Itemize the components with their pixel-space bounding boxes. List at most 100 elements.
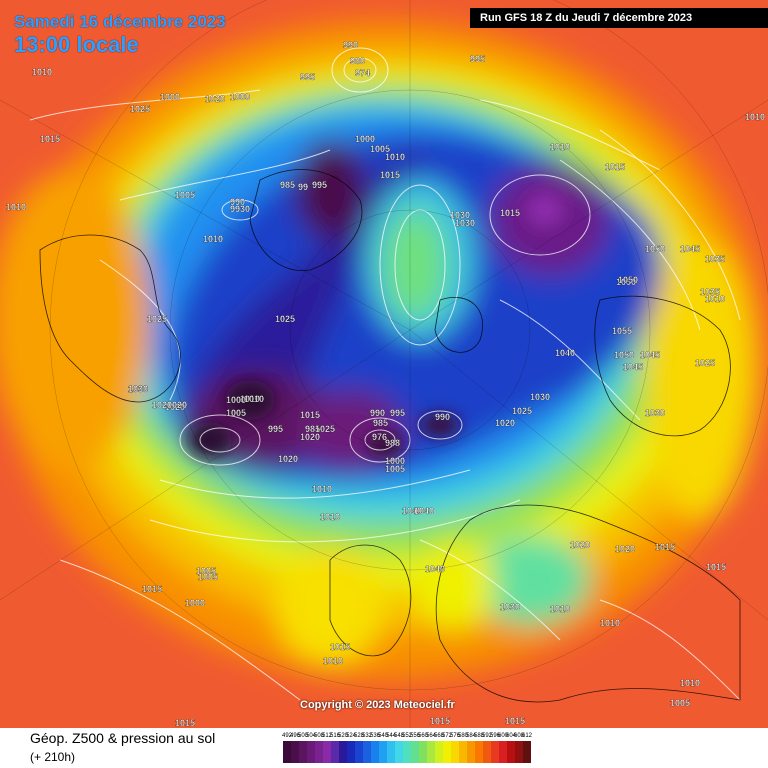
scale-label: 568 (434, 733, 445, 739)
pressure-label: 1000 (230, 92, 250, 102)
pressure-label: 980 (350, 56, 365, 66)
pressure-label: 1010 (705, 294, 725, 304)
scale-swatch (467, 741, 475, 763)
pressure-label: 1015 (300, 410, 320, 420)
pressure-label: 1030 (645, 408, 665, 418)
scale-step: 596 (490, 732, 500, 763)
scale-swatch (315, 741, 323, 763)
scale-label: 544 (386, 733, 397, 739)
scale-step: 528 (354, 732, 364, 763)
pressure-labels: 990 980 974 995 1000 1000 995 1010 1025 1020 1015 1… (6, 40, 765, 728)
pressure-label: 1020 (495, 418, 515, 428)
scale-label: 600 (498, 733, 509, 739)
scale-step: 492 (282, 732, 292, 763)
pressure-label: 1045 (640, 350, 660, 360)
pressure-label: 1010 (745, 112, 765, 122)
scale-label: 552 (402, 733, 413, 739)
pressure-label: 9930 (230, 204, 250, 214)
scale-swatch (299, 741, 307, 763)
scale-swatch (515, 741, 523, 763)
scale-label: 556 (410, 733, 421, 739)
pressure-label: 1050 (645, 244, 665, 254)
pressure-label: 1040 (425, 564, 445, 574)
scale-label: 576 (450, 733, 461, 739)
scale-step: 576 (450, 732, 461, 763)
pressure-label: 1010 (385, 152, 405, 162)
scale-step: 612 (522, 732, 533, 763)
pressure-label: 1030 (455, 218, 475, 228)
scale-label: 496 (290, 733, 301, 739)
pressure-label: 1035 (700, 287, 720, 297)
pressure-label: 1015 (706, 562, 726, 572)
scale-label: 524 (346, 733, 357, 739)
pressure-label: 1010 (550, 142, 570, 152)
scale-swatch (331, 741, 339, 763)
scale-label: 604 (506, 733, 517, 739)
pressure-label: 1010 (240, 394, 260, 404)
pressure-label: 1010 (244, 394, 264, 404)
pressure-label: 1025 (275, 314, 295, 324)
scale-label: 516 (330, 733, 341, 739)
pressure-label: 1015 (330, 642, 350, 652)
scale-step: 508 (314, 732, 324, 763)
pressure-label: 1030 (530, 392, 550, 402)
pressure-label: 1040 (402, 506, 422, 516)
scale-label: 584 (466, 733, 477, 739)
pressure-label: 1015 (505, 716, 525, 726)
pressure-label: 1030 (500, 602, 520, 612)
scale-label: 588 (474, 733, 485, 739)
pressure-label: 1020 (205, 94, 225, 104)
pressure-label: 1020 (278, 454, 298, 464)
scale-step: 548 (394, 732, 405, 763)
scale-swatch (491, 741, 499, 763)
pressure-label: 1015 (380, 170, 400, 180)
scale-swatch (363, 741, 371, 763)
pressure-label: 1025 (130, 104, 150, 114)
forecast-time: 13:00 locale (14, 32, 139, 57)
scale-swatch (307, 741, 315, 763)
pressure-label: 995 (470, 54, 485, 64)
scale-step: 608 (514, 732, 524, 763)
pressure-label: 985 (305, 424, 320, 434)
pressure-label: 1005 (175, 190, 195, 200)
pressure-label: 1010 (323, 656, 343, 666)
scale-label: 560 (418, 733, 429, 739)
pressure-label: 1015 (175, 718, 195, 728)
pressure-label: 995 (268, 424, 283, 434)
scale-label: 548 (394, 733, 405, 739)
scale-swatch (475, 741, 483, 763)
scale-step: 580 (458, 732, 468, 763)
pressure-label: 1010 (550, 604, 570, 614)
pressure-label: 995 (390, 408, 405, 418)
scale-step: 504 (306, 732, 316, 763)
scale-label: 612 (522, 733, 533, 739)
pressure-label: 1045 (623, 362, 643, 372)
pressure-label: 985 (373, 418, 388, 428)
map-caption-lead: (+ 210h) (30, 750, 76, 764)
pressure-label: 1025 (695, 358, 715, 368)
pressure-label: 1020 (165, 402, 185, 412)
pressure-label: 1050 (618, 275, 638, 285)
pressure-label: 1015 (655, 542, 675, 552)
pressure-label: 1010 (6, 202, 26, 212)
pressure-label: 1055 (612, 326, 632, 336)
model-run-label: Run GFS 18 Z du Jeudi 7 décembre 2023 (470, 8, 768, 28)
scale-label: 592 (482, 733, 493, 739)
scale-step: 520 (338, 732, 348, 763)
scale-swatch (403, 741, 411, 763)
footer: Géop. Z500 & pression au sol (+ 210h) 49… (0, 728, 768, 768)
pressure-label: 1005 (226, 408, 246, 418)
pressure-label: 1050 (614, 350, 634, 360)
scale-swatch (419, 741, 427, 763)
pressure-label: 1005 (385, 464, 405, 474)
map-caption: Géop. Z500 & pression au sol (30, 730, 216, 746)
scale-step: 572 (442, 732, 452, 763)
pressure-label: 1000 (185, 598, 205, 608)
pressure-label: 1035 (705, 254, 725, 264)
pressure-label: 1010 (600, 618, 620, 628)
pressure-label: 1020 (167, 400, 187, 410)
pressure-label: 1005 (196, 566, 216, 576)
pressure-label: 990 (230, 197, 245, 207)
scale-step: 516 (330, 732, 341, 763)
pressure-label: 974 (355, 68, 370, 78)
